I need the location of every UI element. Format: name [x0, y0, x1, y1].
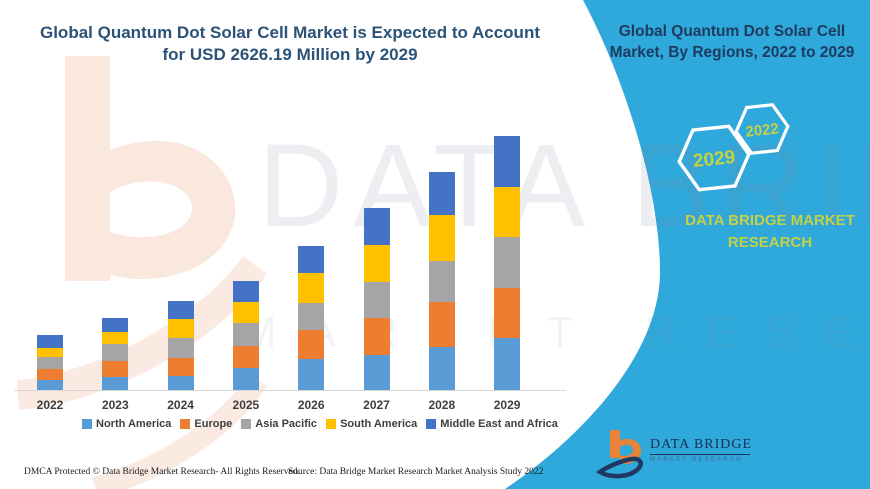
logo-text-block: DATA BRIDGE MARKET RESEARCH: [650, 437, 751, 463]
right-panel-title-line1: Global Quantum Dot Solar Cell: [618, 23, 846, 40]
legend-item-europe: Europe: [180, 418, 232, 430]
hexagon-2022: 2022: [734, 103, 790, 155]
legend-item-north-america: North America: [82, 418, 171, 430]
data-bridge-logo-icon: [596, 430, 643, 479]
watermark-text-secondary: MARKET RESEARCH: [240, 308, 870, 357]
cyan-curve-shape: [505, 0, 870, 489]
hexagon-2029-label: 2029: [692, 147, 736, 172]
brand-wordmark-line1: DATA BRIDGE MARKET: [685, 212, 855, 229]
hexagon-2022-label: 2022: [745, 120, 780, 140]
source-note: Source: Data Bridge Market Research Mark…: [288, 467, 544, 477]
legend-label: South America: [340, 418, 418, 430]
x-axis-line: [14, 390, 566, 391]
logo-title: DATA BRIDGE: [650, 437, 751, 455]
legend-swatch-icon: [241, 419, 252, 429]
legend-swatch-icon: [180, 419, 191, 429]
legend-label: Middle East and Africa: [440, 418, 558, 430]
right-panel-title-line2: Market, By Regions, 2022 to 2029: [609, 43, 855, 61]
legend-swatch-icon: [326, 419, 337, 429]
brand-wordmark-line2: RESEARCH: [727, 233, 813, 251]
year-hexagons: 2029 2022: [677, 103, 790, 192]
main-title: Global Quantum Dot Solar Cell Market is …: [39, 23, 540, 65]
legend-item-asia-pacific: Asia Pacific: [241, 418, 317, 430]
legend-label: Europe: [194, 418, 233, 430]
legend-item-middle-east-and-africa: Middle East and Africa: [426, 418, 558, 430]
hexagon-2029: 2029: [677, 124, 751, 192]
brand-wordmark: DATA BRIDGE MARKET RESEARCH: [655, 210, 870, 254]
chart-legend: North America Europe Asia Pacific South Ame…: [82, 418, 558, 430]
legend-label: North America: [96, 418, 172, 430]
legend-item-south-america: South America: [326, 418, 417, 430]
legend-swatch-icon: [426, 419, 437, 429]
legend-swatch-icon: [82, 419, 92, 429]
logo-subtitle: MARKET RESEARCH: [650, 457, 743, 463]
dmca-notice: DMCA Protected © Data Bridge Market Rese…: [24, 467, 300, 477]
watermark-text-primary: DATA BRIDGE: [258, 120, 870, 252]
legend-label: Asia Pacific: [255, 418, 318, 430]
right-panel-title: Global Quantum Dot Solar Cell Market, By…: [604, 22, 860, 64]
